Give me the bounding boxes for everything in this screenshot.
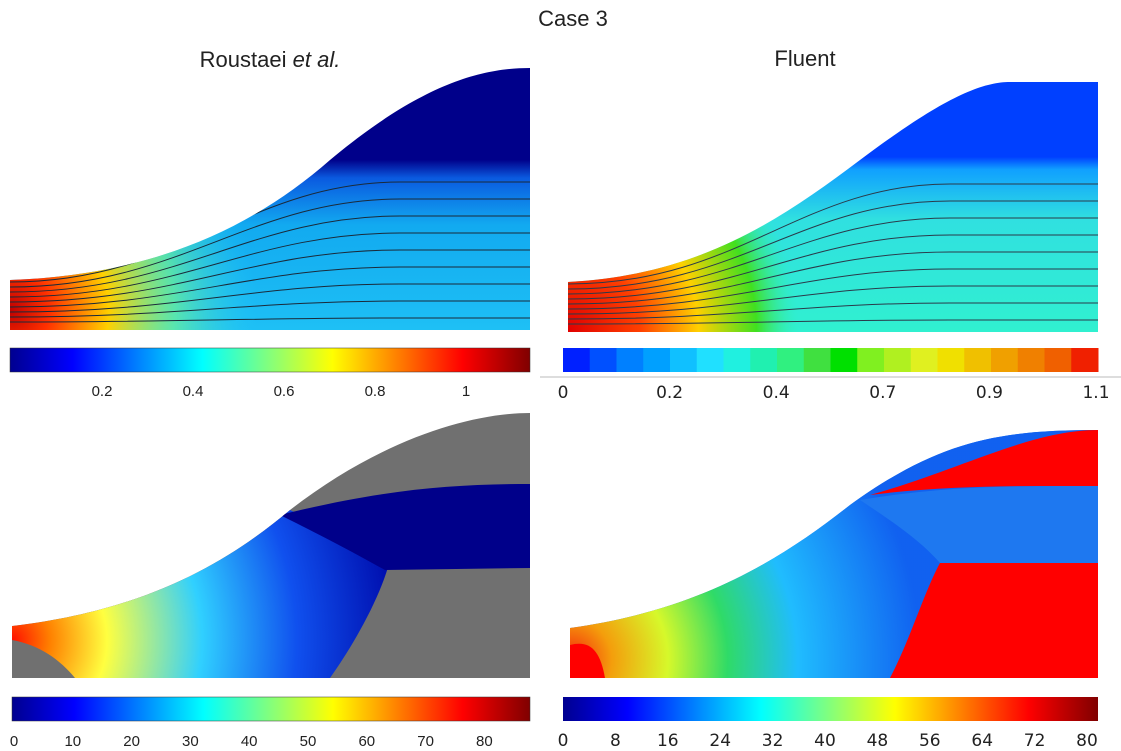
colorbar-tick-label: 1.1 <box>1082 383 1109 403</box>
colorbar-tick-label: 0.2 <box>656 383 683 403</box>
colorbar <box>11 696 531 722</box>
colorbar-tick-label: 8 <box>610 731 621 751</box>
colorbar-step <box>616 348 644 372</box>
colorbar-step <box>1017 348 1045 372</box>
colorbar-tick-label: 72 <box>1024 731 1046 751</box>
colorbar-step <box>723 348 751 372</box>
colorbar-tick-label: 0.6 <box>274 383 295 400</box>
colorbar-tick-label: 60 <box>358 733 375 750</box>
colorbar-step <box>937 348 965 372</box>
colorbar-step <box>563 348 591 372</box>
panel-heading: Roustaei et al. <box>200 47 341 72</box>
colorbar-tick-label: 48 <box>867 731 889 751</box>
colorbar-step <box>696 348 724 372</box>
streamline <box>568 217 1098 295</box>
colorbar-step <box>803 348 831 372</box>
streamline <box>10 249 530 303</box>
streamline <box>568 200 1098 290</box>
colorbar-tick-label: 80 <box>1076 731 1098 751</box>
colorbar-step <box>1044 348 1072 372</box>
colorbar-tick-label: 70 <box>417 733 434 750</box>
contour-plot <box>12 413 530 678</box>
colorbar-step <box>991 348 1019 372</box>
contour-plot <box>568 82 1098 332</box>
colorbar-tick-label: 64 <box>971 731 993 751</box>
colorbar <box>9 347 531 373</box>
author: Roustaei <box>200 47 287 72</box>
colorbar-step <box>884 348 912 372</box>
contour-plot <box>570 430 1098 678</box>
colorbar-tick-label: 0 <box>558 731 569 751</box>
colorbar-step <box>830 348 858 372</box>
colorbar-step <box>750 348 778 372</box>
colorbar-tick-label: 20 <box>123 733 140 750</box>
figure-title: Case 3 <box>538 6 608 31</box>
colorbar-step <box>964 348 992 372</box>
colorbar <box>563 697 1098 721</box>
colorbar-tick-label: 0 <box>10 733 18 750</box>
contour-plot <box>10 68 530 330</box>
streamline <box>568 251 1098 305</box>
colorbar-tick-label: 16 <box>657 731 679 751</box>
colorbar-step <box>670 348 698 372</box>
panel-heading: Fluent <box>774 46 835 71</box>
colorbar-tick-label: 0.8 <box>365 383 386 400</box>
streamline <box>568 302 1098 320</box>
colorbar-tick-label: 24 <box>709 731 731 751</box>
streamline <box>10 283 530 313</box>
streamline <box>568 319 1098 325</box>
colorbar-tick-label: 0.7 <box>869 383 896 403</box>
streamline <box>10 198 530 288</box>
colorbar-tick-label: 1 <box>462 383 470 400</box>
colorbar-tick-label: 0 <box>558 383 569 403</box>
colorbar-tick-label: 56 <box>919 731 941 751</box>
streamline <box>568 268 1098 310</box>
colorbar-tick-label: 50 <box>300 733 317 750</box>
streamline <box>568 234 1098 300</box>
colorbar-tick-label: 0.9 <box>976 383 1003 403</box>
streamline <box>10 266 530 308</box>
colorbar-tick-label: 0.4 <box>763 383 790 403</box>
colorbar-step <box>589 348 617 372</box>
colorbar-tick-label: 40 <box>241 733 258 750</box>
colorbar-step <box>857 348 885 372</box>
streamline <box>10 232 530 298</box>
colorbar <box>563 348 1099 372</box>
colorbar-tick-label: 30 <box>182 733 199 750</box>
colorbar-tick-label: 40 <box>814 731 836 751</box>
colorbar-tick-label: 80 <box>476 733 493 750</box>
colorbar-tick-label: 0.2 <box>92 383 113 400</box>
streamline <box>568 183 1098 285</box>
colorbar-step <box>1071 348 1099 372</box>
streamline <box>568 285 1098 315</box>
colorbar-tick-label: 10 <box>64 733 81 750</box>
streamline <box>10 317 530 323</box>
streamline <box>10 300 530 318</box>
colorbar-step <box>643 348 671 372</box>
colorbar-tick-label: 0.4 <box>183 383 204 400</box>
colorbar-step <box>910 348 938 372</box>
colorbar-tick-label: 32 <box>762 731 784 751</box>
author-suffix: et al. <box>293 47 341 72</box>
colorbar-step <box>777 348 805 372</box>
streamline <box>10 215 530 293</box>
